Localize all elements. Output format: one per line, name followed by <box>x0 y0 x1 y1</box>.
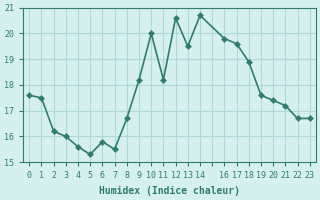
X-axis label: Humidex (Indice chaleur): Humidex (Indice chaleur) <box>99 186 240 196</box>
